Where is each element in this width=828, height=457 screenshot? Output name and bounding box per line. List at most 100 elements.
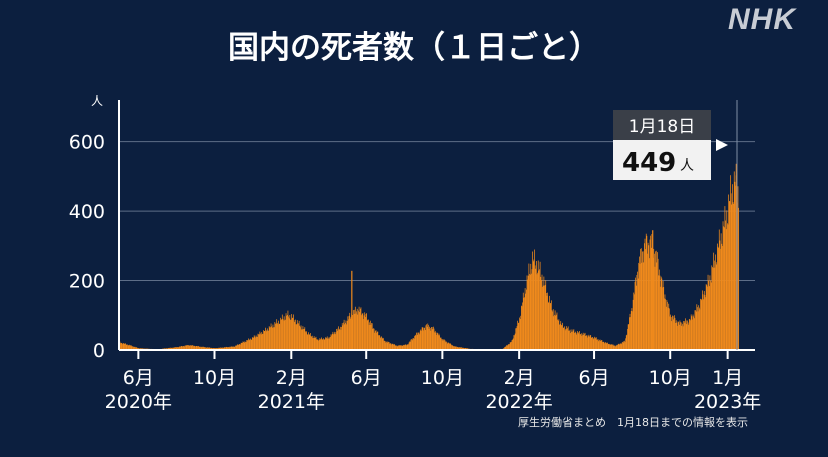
- bar: [405, 344, 407, 350]
- bar: [178, 346, 180, 350]
- bar: [242, 341, 244, 350]
- bar: [667, 301, 668, 350]
- bar: [673, 315, 675, 350]
- bar: [629, 317, 630, 350]
- bar: [170, 347, 171, 350]
- bar: [436, 332, 438, 350]
- bar: [612, 344, 614, 350]
- bar: [436, 335, 437, 350]
- bar: [172, 347, 174, 350]
- bar: [253, 335, 255, 350]
- bar: [536, 274, 538, 350]
- bar-series: [119, 163, 739, 350]
- bar: [314, 337, 316, 350]
- bar: [649, 239, 651, 350]
- bar: [659, 275, 661, 350]
- bar: [248, 339, 250, 350]
- bar: [174, 347, 176, 350]
- bar: [587, 337, 588, 350]
- bar: [540, 276, 542, 350]
- x-tick-label: 10月: [649, 367, 692, 389]
- bar: [228, 347, 229, 350]
- bar: [185, 345, 186, 350]
- bar: [303, 328, 305, 350]
- bar: [529, 274, 531, 350]
- bar: [628, 324, 630, 350]
- bar: [399, 345, 401, 350]
- bar: [292, 317, 294, 350]
- bar: [336, 328, 337, 350]
- bar: [705, 297, 706, 350]
- bar: [197, 346, 198, 350]
- bar: [196, 346, 198, 350]
- bar: [330, 336, 331, 350]
- bar: [717, 246, 719, 350]
- bar: [720, 248, 721, 350]
- bar: [404, 344, 406, 350]
- bar: [562, 327, 564, 350]
- bar: [456, 346, 457, 350]
- bar: [316, 339, 318, 350]
- bar: [361, 313, 363, 350]
- bar: [440, 337, 442, 350]
- bar: [546, 295, 548, 350]
- bar: [715, 262, 717, 350]
- bar: [222, 347, 223, 350]
- bar: [376, 331, 378, 350]
- bar: [639, 263, 641, 350]
- bar: [358, 306, 360, 350]
- bar: [555, 315, 557, 350]
- bar: [293, 314, 294, 350]
- bar: [651, 234, 653, 350]
- bar: [653, 253, 655, 350]
- bar: [604, 342, 606, 350]
- bar: [133, 347, 135, 350]
- callout-date-box: [613, 110, 711, 140]
- bar: [574, 332, 575, 350]
- bar: [715, 254, 716, 350]
- bar: [130, 345, 131, 350]
- bar: [393, 344, 394, 350]
- bar: [326, 337, 327, 350]
- bar: [516, 328, 517, 350]
- bar: [265, 327, 266, 350]
- bar: [195, 346, 196, 350]
- bar: [429, 326, 430, 350]
- bar: [396, 345, 397, 350]
- bar: [593, 337, 595, 350]
- bar: [267, 330, 269, 350]
- bar: [375, 330, 377, 350]
- bar: [460, 347, 462, 350]
- bar: [363, 319, 364, 350]
- bar: [256, 336, 258, 350]
- bar: [385, 342, 387, 350]
- bar: [441, 340, 443, 350]
- bar: [453, 345, 455, 350]
- bar: [288, 316, 289, 350]
- x-year-label: 2022年: [485, 391, 552, 413]
- bar: [660, 276, 662, 350]
- bar: [354, 309, 356, 350]
- bar: [370, 324, 372, 350]
- bar: [507, 345, 509, 350]
- bar: [187, 345, 189, 350]
- bar: [545, 280, 547, 350]
- bar: [458, 347, 460, 350]
- bar: [632, 311, 633, 350]
- bar: [575, 334, 577, 350]
- bar: [208, 347, 210, 350]
- bar: [423, 327, 425, 350]
- bar: [120, 343, 122, 350]
- bar: [634, 294, 635, 350]
- bar: [517, 322, 519, 350]
- bar: [522, 292, 524, 350]
- bar: [230, 346, 232, 350]
- bar: [309, 334, 311, 350]
- bar: [577, 331, 578, 350]
- bar: [620, 343, 622, 350]
- bar: [442, 339, 444, 350]
- bar: [441, 338, 442, 350]
- bar: [597, 339, 598, 350]
- bar: [205, 347, 206, 350]
- bar: [343, 319, 345, 350]
